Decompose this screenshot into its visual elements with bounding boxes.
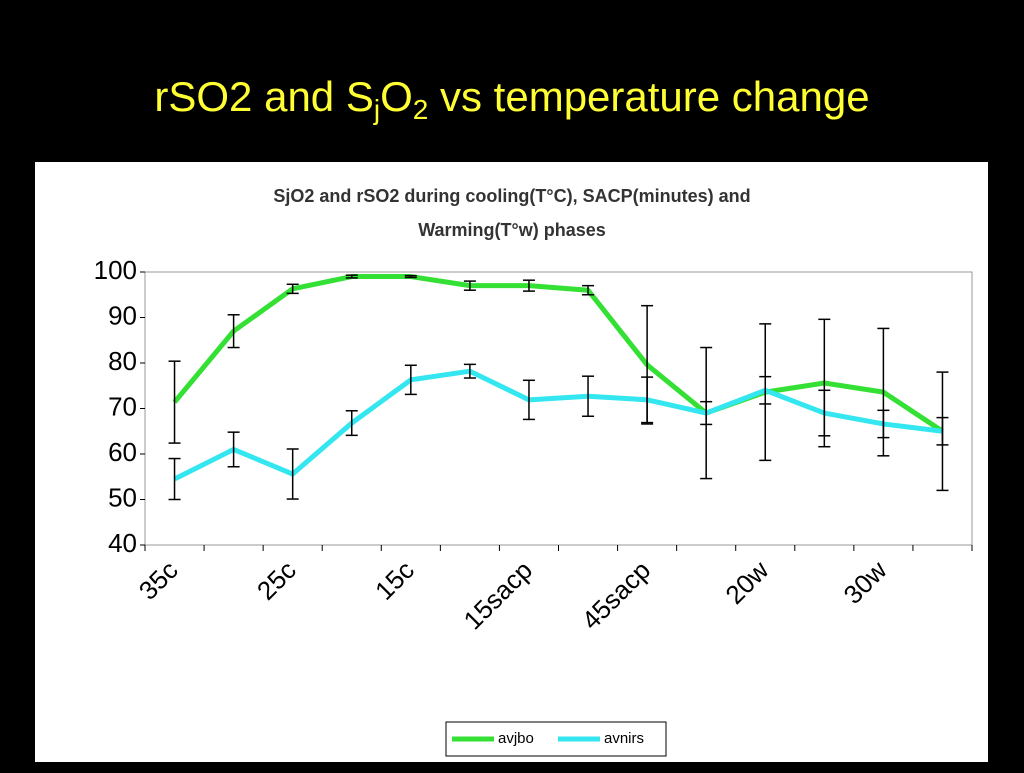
error-bar bbox=[641, 376, 654, 424]
title-part: vs temperature change bbox=[428, 73, 869, 120]
legend-label: avnirs bbox=[604, 730, 644, 747]
error-bar bbox=[522, 279, 535, 292]
error-bar bbox=[759, 375, 772, 405]
error-bar bbox=[168, 360, 181, 444]
title-sub: j bbox=[373, 94, 380, 125]
error-bar bbox=[522, 379, 535, 421]
error-bar bbox=[463, 280, 476, 291]
error-bar bbox=[582, 284, 595, 296]
y-tick-label: 60 bbox=[108, 437, 137, 467]
legend-label: avjbo bbox=[498, 730, 534, 747]
y-tick-label: 40 bbox=[108, 528, 137, 558]
slide-title: rSO2 and SjO2 vs temperature change bbox=[154, 73, 869, 125]
y-tick-label: 80 bbox=[108, 346, 137, 376]
title-sub: 2 bbox=[413, 94, 429, 125]
error-bar bbox=[168, 457, 181, 501]
error-bar bbox=[345, 274, 358, 279]
y-tick-label: 50 bbox=[108, 482, 137, 512]
error-bar bbox=[818, 389, 831, 437]
chart-title: Warming(T°w) phases bbox=[418, 220, 606, 240]
error-bar bbox=[345, 410, 358, 437]
y-tick-label: 70 bbox=[108, 391, 137, 421]
error-bar bbox=[463, 363, 476, 379]
error-bar bbox=[877, 409, 890, 439]
error-bar bbox=[404, 274, 417, 279]
y-tick-label: 90 bbox=[108, 300, 137, 330]
error-bar bbox=[286, 448, 299, 500]
error-bar bbox=[404, 364, 417, 396]
series-line bbox=[173, 368, 943, 482]
title-part: rSO2 and S bbox=[154, 73, 373, 120]
y-tick-label: 100 bbox=[94, 255, 137, 285]
error-bar bbox=[700, 400, 713, 426]
series-line bbox=[172, 274, 944, 434]
legend: avjbo avnirs bbox=[445, 721, 667, 757]
error-bar bbox=[582, 375, 595, 417]
error-bar bbox=[227, 314, 240, 349]
chart-title: SjO2 and rSO2 during cooling(T°C), SACP(… bbox=[273, 186, 750, 206]
error-bar bbox=[936, 416, 949, 446]
title-part: O bbox=[380, 73, 413, 120]
error-bar bbox=[227, 431, 240, 468]
error-bar bbox=[286, 283, 299, 295]
chart-panel bbox=[35, 162, 988, 762]
